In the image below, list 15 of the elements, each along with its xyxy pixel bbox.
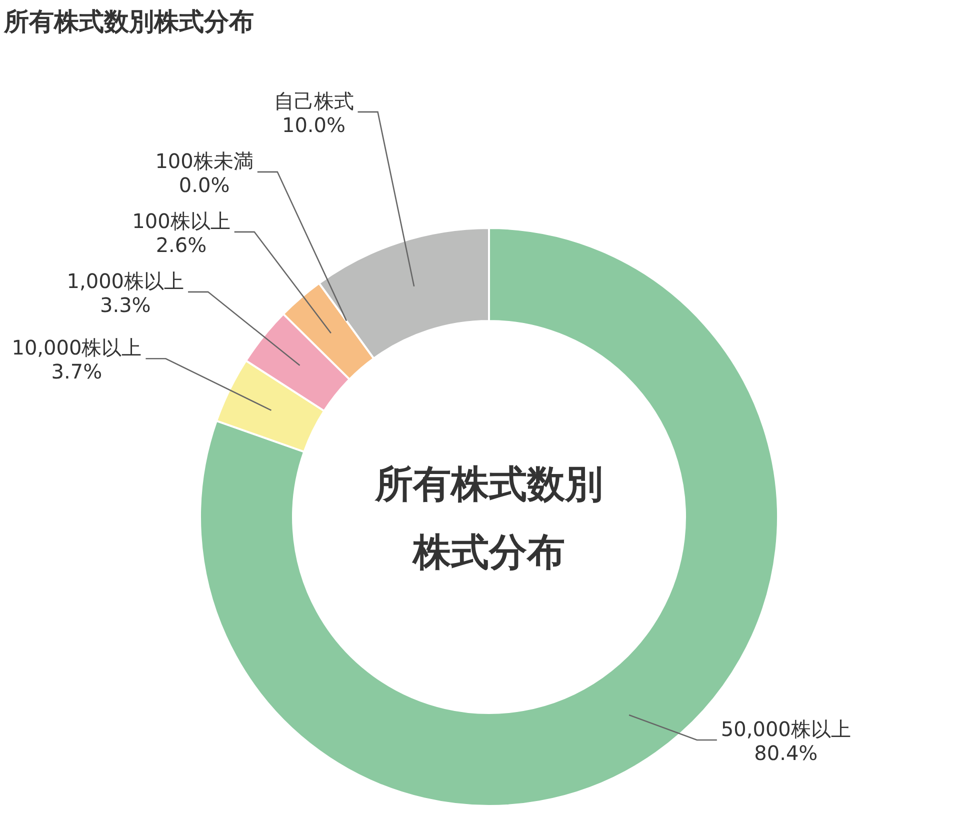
- data-label: 2.6%: [156, 232, 207, 257]
- slice-label: 自己株式: [274, 88, 354, 113]
- data-label: 3.7%: [51, 360, 102, 384]
- slice-label: 100株以上: [132, 208, 230, 233]
- data-label: 10.0%: [282, 112, 346, 137]
- category-label: 100株未満: [155, 148, 254, 173]
- data-label: 80.4%: [754, 741, 818, 765]
- slice-label: 1,000株以上: [66, 268, 184, 293]
- text: 株式分布: [411, 530, 565, 574]
- text: 0.0%: [178, 172, 230, 197]
- data-label: 3.3%: [100, 292, 151, 317]
- slice-label: 50,000株以上: [720, 717, 851, 741]
- slice-label: 10,000株以上: [12, 336, 142, 360]
- chart-title: 所有株式数別株式分布: [3, 7, 254, 36]
- text: 所有株式数別: [374, 462, 603, 506]
